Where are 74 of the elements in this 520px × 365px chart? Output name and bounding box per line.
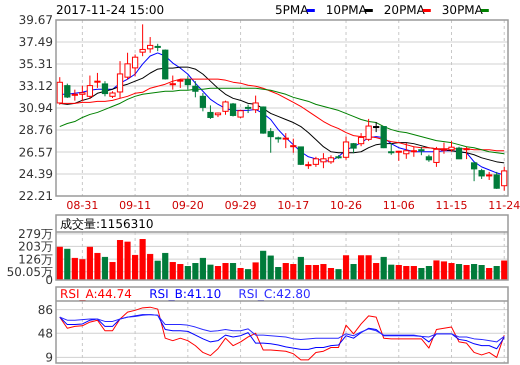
candlestick: [102, 80, 108, 97]
candlestick: [252, 95, 259, 114]
y-tick-label: 35.31: [18, 57, 53, 72]
bar: [342, 255, 350, 280]
x-tick-label: 10-17: [277, 199, 310, 212]
bar: [245, 269, 252, 280]
candlestick: [282, 132, 289, 149]
x-tick-label: 08-31: [66, 199, 98, 212]
x-tick-label: 09-20: [172, 199, 204, 212]
y-tick-label: 22.21: [18, 189, 53, 204]
candlestick: [64, 83, 70, 99]
y-tick-label: 126万: [18, 252, 53, 266]
y-tick-label: 279万: [18, 227, 53, 242]
x-tick-label: 10-26: [330, 199, 362, 212]
y-tick-label: 203万: [18, 240, 53, 254]
candlestick: [298, 146, 304, 166]
bar: [237, 268, 244, 280]
series-label: RSI_B:41.10: [149, 287, 222, 301]
x-tick-label: 11-24: [488, 199, 520, 212]
y-tick-label: 26.57: [18, 145, 53, 160]
candlestick: [380, 126, 387, 149]
bar: [298, 256, 304, 280]
y-tick-label: 86: [38, 302, 53, 317]
candlestick: [94, 72, 101, 88]
chart-title: 成交量:1156310: [60, 217, 154, 231]
candlestick: [222, 100, 229, 116]
y-tick-label: 30.94: [18, 101, 53, 116]
x-tick-label: 09-29: [224, 199, 257, 212]
x-tick-label: 11-06: [382, 199, 415, 212]
y-tick-label: 39.67: [18, 13, 53, 28]
candlestick: [207, 104, 214, 120]
line-series: [59, 306, 505, 360]
legend-label: 10PMA: [326, 3, 368, 17]
candlestick: [184, 76, 191, 90]
candlestick: [501, 166, 508, 192]
series-label: RSI_A:44.74: [60, 287, 132, 301]
candlestick: [456, 146, 462, 160]
candlestick: [494, 171, 500, 190]
bar: [56, 246, 63, 280]
legend-label: 20PMA: [384, 3, 426, 17]
bar: [102, 256, 108, 280]
candlestick: [200, 92, 206, 112]
candlestick: [470, 162, 478, 182]
text: RSI_C:42.80: [238, 287, 311, 301]
chart-title: 2017-11-24 15:00: [56, 3, 164, 17]
bar: [456, 264, 462, 280]
x-tick-label: 09-11: [119, 199, 152, 212]
candlestick: [192, 80, 199, 98]
bar: [252, 262, 259, 280]
y-tick-label: 24.39: [18, 167, 53, 182]
legend-label: 5PMA: [275, 3, 310, 17]
line-series: [59, 314, 505, 350]
y-tick-label: 37.49: [18, 35, 53, 50]
bar: [494, 266, 500, 280]
candlestick: [478, 168, 485, 180]
bar: [335, 269, 342, 280]
bar: [350, 264, 357, 280]
y-tick-label: 9: [45, 350, 53, 365]
y-tick-label: 33.12: [18, 79, 53, 94]
candlestick: [290, 138, 296, 154]
y-tick-label: 28.76: [18, 123, 53, 138]
bar: [501, 260, 508, 280]
y-tick-label: 48: [38, 326, 53, 340]
line-series: [59, 314, 505, 342]
x-tick-label: 11-15: [436, 199, 468, 212]
candlestick: [388, 142, 394, 156]
bar: [230, 263, 236, 280]
candlestick: [373, 122, 380, 133]
legend-label: 30PMA: [442, 3, 484, 17]
bar: [463, 265, 470, 280]
bar: [64, 248, 70, 280]
candlestick: [230, 102, 236, 117]
candlestick: [342, 136, 350, 160]
bar: [486, 268, 492, 280]
